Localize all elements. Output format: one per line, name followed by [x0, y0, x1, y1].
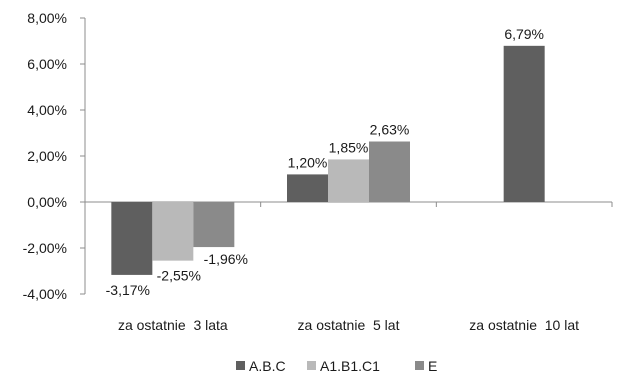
y-tick-label: 2,00%: [27, 148, 67, 164]
data-label-A.B.C-0: -3,17%: [106, 282, 150, 298]
bar-A.B.C-2: [503, 45, 545, 202]
y-tick-label: -2,00%: [23, 240, 67, 256]
y-tick-label: 0,00%: [27, 194, 67, 210]
data-label-A1.B1.C1-1: 1,85%: [329, 139, 369, 155]
data-label-E-0: -1,96%: [204, 251, 248, 267]
y-tick-label: -4,00%: [23, 286, 67, 302]
y-tick-label: 4,00%: [27, 102, 67, 118]
bars: [111, 45, 545, 275]
y-tick-label: 8,00%: [27, 10, 67, 26]
bar-A1.B1.C1-0: [152, 202, 194, 261]
legend: A.B.C A1.B1.C1 E: [236, 358, 437, 374]
data-label-A.B.C-2: 6,79%: [504, 26, 544, 42]
bar-A.B.C-1: [287, 174, 328, 202]
bar-E-0: [193, 202, 235, 248]
legend-swatch-E: [415, 361, 424, 370]
bar-A1.B1.C1-1: [328, 159, 369, 202]
bar-A.B.C-0: [111, 202, 153, 275]
x-category-label: za ostatnie 3 lata: [118, 317, 228, 333]
legend-label-A1.B1.C1: A1.B1.C1: [320, 358, 380, 374]
bar-E-1: [369, 141, 410, 202]
data-label-E-1: 2,63%: [370, 122, 410, 138]
data-label-A1.B1.C1-0: -2,55%: [157, 268, 201, 284]
x-category-label: za ostatnie 10 lat: [469, 317, 579, 333]
y-axis: 8,00% 6,00% 4,00% 2,00% 0,00% -2,00% -4,00%: [23, 10, 86, 302]
legend-swatch-A.B.C: [236, 361, 245, 370]
legend-label-E: E: [428, 358, 437, 374]
x-category-label: za ostatnie 5 lat: [298, 317, 400, 333]
legend-swatch-A1.B1.C1: [307, 361, 316, 370]
data-labels: -3,17% -2,55%-1,96% 1,20%1,85%2,63% 6,79%: [106, 26, 544, 298]
y-tick-label: 6,00%: [27, 56, 67, 72]
legend-label-A.B.C: A.B.C: [249, 358, 286, 374]
data-label-A.B.C-1: 1,20%: [288, 154, 328, 170]
